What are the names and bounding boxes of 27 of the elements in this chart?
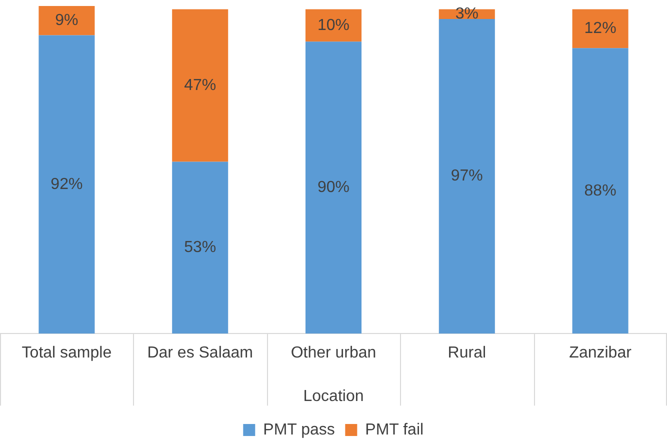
data-label: 53% xyxy=(184,239,216,256)
x-tick-label: Zanzibar xyxy=(569,344,632,362)
legend-label: PMT pass xyxy=(263,421,335,438)
bar xyxy=(438,18,495,334)
bar xyxy=(38,6,95,36)
bar xyxy=(572,9,628,48)
bar xyxy=(572,48,628,334)
data-label: 47% xyxy=(184,76,216,94)
data-label: 10% xyxy=(317,16,350,34)
data-label: 3% xyxy=(455,6,478,23)
data-label: 97% xyxy=(450,168,483,185)
bar xyxy=(305,9,362,42)
data-label: 9% xyxy=(55,12,78,29)
bar xyxy=(172,9,228,162)
data-label: 92% xyxy=(50,176,83,193)
x-tick-label: Other urban xyxy=(290,344,376,362)
x-tick-label: Dar es Salaam xyxy=(147,344,254,362)
bar xyxy=(38,35,95,334)
legend-label: PMT fail xyxy=(365,421,424,438)
data-label: 12% xyxy=(584,20,616,38)
bar xyxy=(305,42,362,334)
x-tick-label: Rural xyxy=(448,344,486,362)
data-label: 88% xyxy=(584,182,616,200)
data-label: 90% xyxy=(317,179,350,196)
bar xyxy=(172,162,228,334)
x-tick-label: Total sample xyxy=(22,344,112,362)
x-axis-title: Location xyxy=(303,388,364,405)
